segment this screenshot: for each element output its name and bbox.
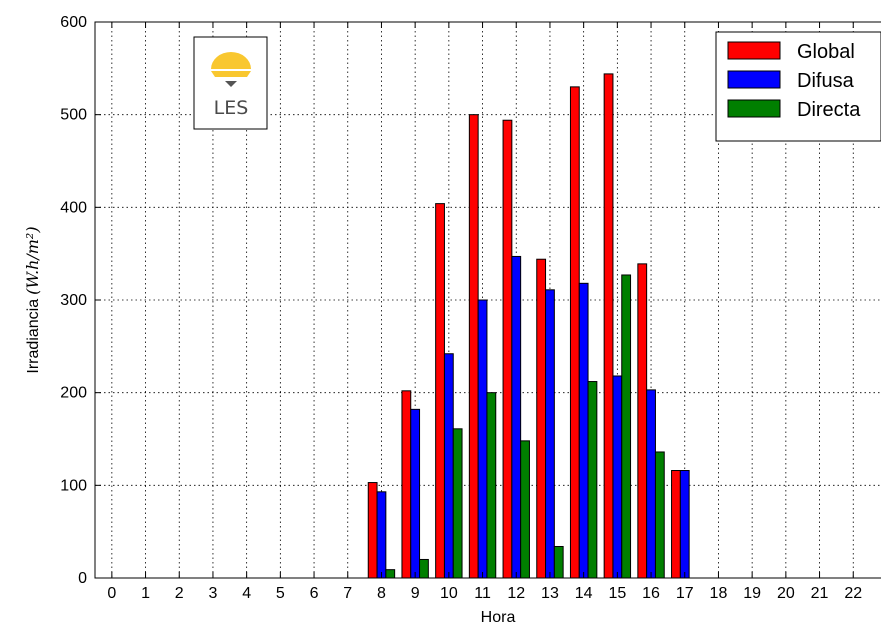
x-tick-label: 22 xyxy=(844,585,862,602)
x-tick-label: 0 xyxy=(107,585,116,602)
legend-swatch-global xyxy=(727,41,781,60)
y-tick-label: 0 xyxy=(78,570,87,587)
x-tick-label: 1 xyxy=(141,585,150,602)
sun-icon xyxy=(211,52,251,87)
bar-global-15 xyxy=(603,73,614,579)
x-tick-label: 18 xyxy=(710,585,728,602)
x-tick-label: 14 xyxy=(575,585,593,602)
bars xyxy=(367,73,690,579)
bar-directa-8 xyxy=(385,569,396,579)
x-tick-label: 10 xyxy=(440,585,458,602)
y-axis-label-text: Irradiancia xyxy=(25,299,42,374)
x-tick-label: 3 xyxy=(208,585,217,602)
bar-global-11 xyxy=(468,114,479,579)
y-tick-label: 100 xyxy=(60,477,87,494)
x-tick-label: 6 xyxy=(310,585,319,602)
bar-directa-9 xyxy=(419,558,429,579)
y-axis-label: Irradiancia (W.h/m²) xyxy=(23,226,42,373)
y-axis-label-units: (W.h/m²) xyxy=(23,226,42,295)
x-tick-label: 4 xyxy=(242,585,251,602)
bar-global-10 xyxy=(435,203,445,579)
y-tick-labels: 0 100 200 300 400 500 600 xyxy=(60,14,87,587)
x-tick-label: 7 xyxy=(343,585,352,602)
x-tick-label: 2 xyxy=(175,585,184,602)
bar-global-14 xyxy=(569,86,580,579)
bar-directa-14 xyxy=(587,381,598,579)
bar-difusa-11 xyxy=(477,299,488,579)
legend: Global Difusa Directa xyxy=(715,31,881,142)
bar-difusa-16 xyxy=(646,389,656,579)
x-tick-label: 9 xyxy=(411,585,420,602)
x-tick-label: 17 xyxy=(676,585,694,602)
x-tick-label: 13 xyxy=(541,585,559,602)
bar-global-9 xyxy=(401,390,412,579)
bar-global-8 xyxy=(367,482,378,579)
bar-global-17 xyxy=(671,470,681,579)
y-tick-label: 300 xyxy=(60,292,87,309)
les-logo: LES xyxy=(193,36,268,130)
x-tick-label: 19 xyxy=(743,585,761,602)
bar-directa-16 xyxy=(654,451,665,579)
bar-difusa-12 xyxy=(511,255,522,579)
axes xyxy=(94,21,881,579)
x-tick-label: 5 xyxy=(276,585,285,602)
bar-difusa-15 xyxy=(612,375,623,579)
y-tick-label: 600 xyxy=(60,14,87,31)
bar-difusa-8 xyxy=(376,491,387,579)
legend-label-directa: Directa xyxy=(797,99,861,121)
bar-global-16 xyxy=(637,263,648,579)
x-tick-labels: 0123456789101112131415161718192021222 xyxy=(107,585,862,602)
legend-swatch-difusa xyxy=(727,70,781,89)
bar-difusa-14 xyxy=(578,282,589,579)
bar-global-13 xyxy=(536,258,547,579)
bar-difusa-17 xyxy=(679,470,690,579)
bar-difusa-13 xyxy=(545,289,555,579)
y-tick-label: 500 xyxy=(60,107,87,124)
bar-directa-11 xyxy=(486,392,497,579)
x-tick-label: 11 xyxy=(474,585,491,602)
bar-difusa-10 xyxy=(443,353,454,579)
bar-directa-13 xyxy=(553,545,564,579)
x-tick-label: 8 xyxy=(377,585,386,602)
bar-global-12 xyxy=(502,119,513,579)
x-tick-label: 20 xyxy=(777,585,795,602)
logo-text: LES xyxy=(214,97,249,119)
legend-label-difusa: Difusa xyxy=(797,70,855,92)
x-tick-label: 21 xyxy=(811,585,829,602)
x-axis-label: Hora xyxy=(481,609,516,625)
legend-swatch-directa xyxy=(727,99,781,118)
y-tick-label: 400 xyxy=(60,199,87,216)
x-tick-label: 12 xyxy=(507,585,525,602)
bar-difusa-9 xyxy=(410,408,421,579)
y-tick-label: 200 xyxy=(60,385,87,402)
bar-directa-10 xyxy=(452,428,463,579)
bar-directa-12 xyxy=(520,440,530,579)
bar-directa-15 xyxy=(621,274,632,579)
legend-label-global: Global xyxy=(797,41,855,63)
x-tick-label: 15 xyxy=(608,585,626,602)
x-tick-label: 16 xyxy=(642,585,660,602)
